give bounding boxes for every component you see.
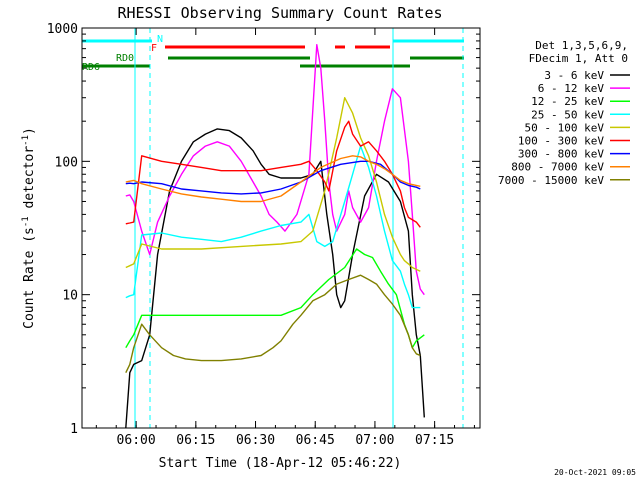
flag-label-n: N [157, 34, 163, 45]
y-tick-label-1: 10 [62, 289, 78, 304]
x-tick-label-0: 06:00 [117, 433, 156, 448]
y-axis-label: Count Rate (s-1 detector-1) [21, 127, 37, 329]
legend-label-8: 7000 - 15000 keV [498, 174, 604, 187]
y-tick-label-2: 100 [55, 155, 78, 170]
legend-label-0: 3 - 6 keV [544, 69, 604, 82]
legend-header-line1: Det 1,3,5,6,9, [535, 39, 628, 52]
timestamp: 20-Oct-2021 09:05 [554, 468, 636, 477]
x-tick-label-5: 07:15 [415, 433, 454, 448]
series-line-5 [125, 120, 421, 228]
flag-label-f: F [151, 43, 157, 54]
y-axis-label-main: Count Rate (s [22, 227, 37, 329]
y-axis-label-close: ) [22, 127, 37, 135]
legend-label-1: 6 - 12 keV [538, 82, 605, 95]
x-axis-label: Start Time (18-Apr-12 05:46:22) [159, 456, 402, 471]
x-tick-label-4: 07:00 [355, 433, 394, 448]
y-axis: 1 10 100 1000 [47, 22, 480, 437]
data-series [125, 44, 425, 429]
series-line-7 [125, 155, 421, 203]
series-line-4 [125, 97, 421, 272]
legend-label-3: 25 - 50 keV [531, 108, 604, 121]
x-tick-label-1: 06:15 [176, 433, 215, 448]
attenuator-lines [134, 28, 464, 428]
y-tick-label-3: 1000 [47, 22, 78, 37]
flag-label-rd6: RD6 [82, 62, 100, 73]
series-line-0 [125, 128, 425, 429]
y-axis-label-sup: -1 [21, 216, 31, 227]
flag-bars [82, 39, 464, 68]
x-tick-label-2: 06:30 [236, 433, 275, 448]
legend-label-4: 50 - 100 keV [525, 121, 605, 134]
plot-frame [81, 27, 481, 429]
series-line-8 [125, 274, 421, 374]
series-line-1 [125, 44, 425, 296]
flag-label-rd0: RD0 [116, 53, 134, 64]
legend: Det 1,3,5,6,9, FDecim 1, Att 0 3 - 6 keV… [498, 39, 630, 187]
y-tick-label-0: 1 [70, 422, 78, 437]
chart-title: RHESSI Observing Summary Count Rates [117, 4, 442, 22]
y-axis-label-sup2: -1 [21, 135, 31, 146]
legend-label-6: 300 - 800 keV [518, 148, 604, 161]
y-axis-label-tail: detector [22, 146, 37, 217]
legend-header-line2: FDecim 1, Att 0 [529, 52, 628, 65]
x-axis: 06:00 06:15 06:30 06:45 07:00 07:15 [95, 28, 475, 448]
legend-label-5: 100 - 300 keV [518, 135, 604, 148]
legend-label-2: 12 - 25 keV [531, 95, 604, 108]
legend-label-7: 800 - 7000 keV [511, 161, 604, 174]
x-tick-label-3: 06:45 [296, 433, 335, 448]
series-line-3 [125, 145, 421, 309]
